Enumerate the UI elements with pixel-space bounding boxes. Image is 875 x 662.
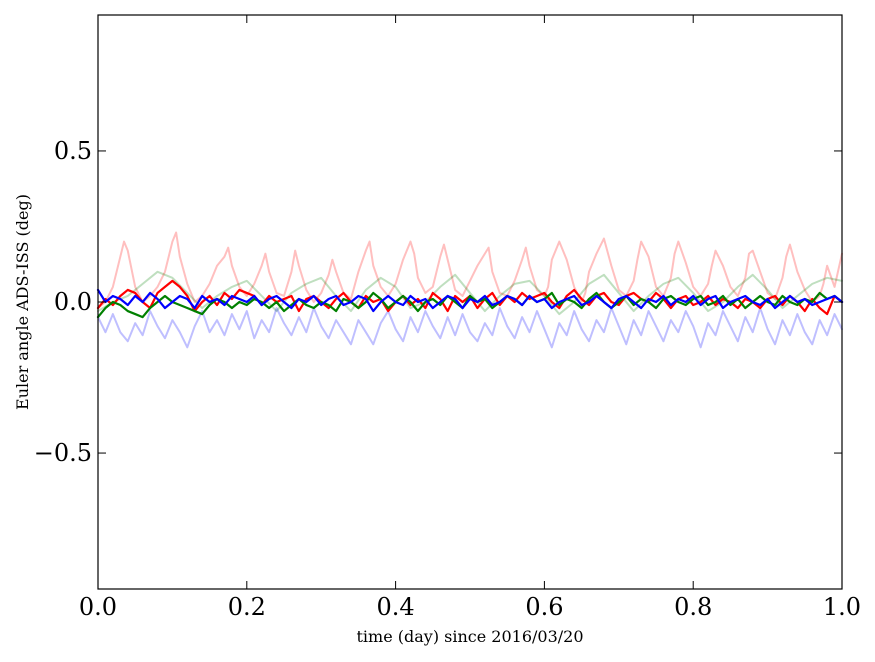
series-layer [96,231,844,349]
series-line-1 [97,231,843,310]
x-axis-label: time (day) since 2016/03/20 [356,627,583,646]
series-line-6 [96,288,844,313]
x-tick-label: 0.2 [228,593,266,621]
x-tick-label: 1.0 [823,593,861,621]
y-tick-label: 0.5 [54,137,92,165]
x-tick-label: 0.4 [377,593,415,621]
x-tick-label: 0.0 [79,593,117,621]
y-tick-label: −0.5 [34,439,92,467]
series-line-3 [97,307,843,349]
x-tick-label: 0.8 [674,593,712,621]
y-tick-label: 0.0 [54,288,92,316]
ticks-layer: 0.0 0.2 0.4 0.6 0.8 1.0 −0.5 0.0 0.5 [34,15,861,621]
y-axis-label: Euler angle ADS-ISS (deg) [13,194,32,410]
x-tick-label: 0.6 [525,593,563,621]
series-line-2 [97,270,843,316]
